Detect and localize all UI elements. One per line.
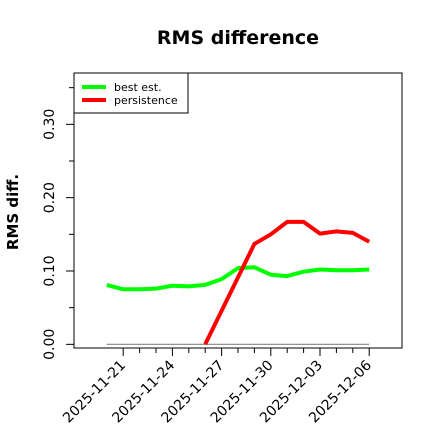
chart-title: RMS difference <box>157 27 319 49</box>
series-line-best-est- <box>106 265 370 292</box>
y-axis: 0.00 0.10 0.20 0.30 <box>42 87 74 360</box>
x-axis: 2025-11-212025-11-242025-11-272025-11-30… <box>60 348 375 426</box>
y-tick-label: 0.10 <box>42 255 58 286</box>
legend-box <box>73 72 189 114</box>
legend-label: best est. <box>114 81 162 94</box>
plot-frame <box>73 72 403 349</box>
legend-label: persistence <box>114 94 178 107</box>
y-tick-label: 0.00 <box>42 329 58 360</box>
plot-lines <box>106 219 371 346</box>
y-tick-label: 0.30 <box>42 109 58 140</box>
y-tick-label: 0.20 <box>42 182 58 213</box>
series-line-persistence <box>203 219 371 346</box>
y-axis-label: RMS diff. <box>4 174 22 250</box>
legend: best est.persistence <box>73 72 189 114</box>
